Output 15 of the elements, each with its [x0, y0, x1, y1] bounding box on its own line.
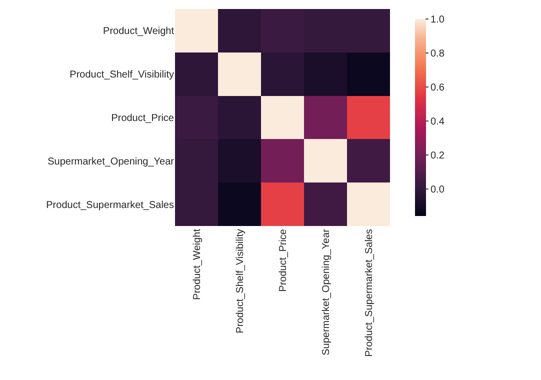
x-tick-label: Product_Shelf_Visibility: [234, 229, 246, 334]
y-tick-label: Product_Weight: [103, 26, 174, 38]
y-tick-label: Product_Shelf_Visibility: [70, 70, 174, 81]
y-tick-label: Supermarket_Opening_Year: [48, 156, 175, 168]
color-bar-label: 0.0: [430, 184, 445, 196]
y-tick-label: Product_Price: [111, 113, 174, 124]
color-bar-label: 0.2: [430, 150, 445, 162]
color-bar-label: 1.0: [430, 14, 445, 26]
color-bar-label: 0.8: [430, 48, 445, 60]
x-tick-label: Product_Supermarket_Sales: [364, 229, 375, 357]
x-tick-label: Supermarket_Opening_Year: [320, 228, 332, 356]
y-tick-label: Product_Supermarket_Sales: [46, 200, 174, 211]
color-bar-label: 0.6: [430, 82, 445, 94]
x-tick-label: Product_Price: [278, 228, 289, 292]
color-bar-label: 0.4: [430, 116, 445, 128]
